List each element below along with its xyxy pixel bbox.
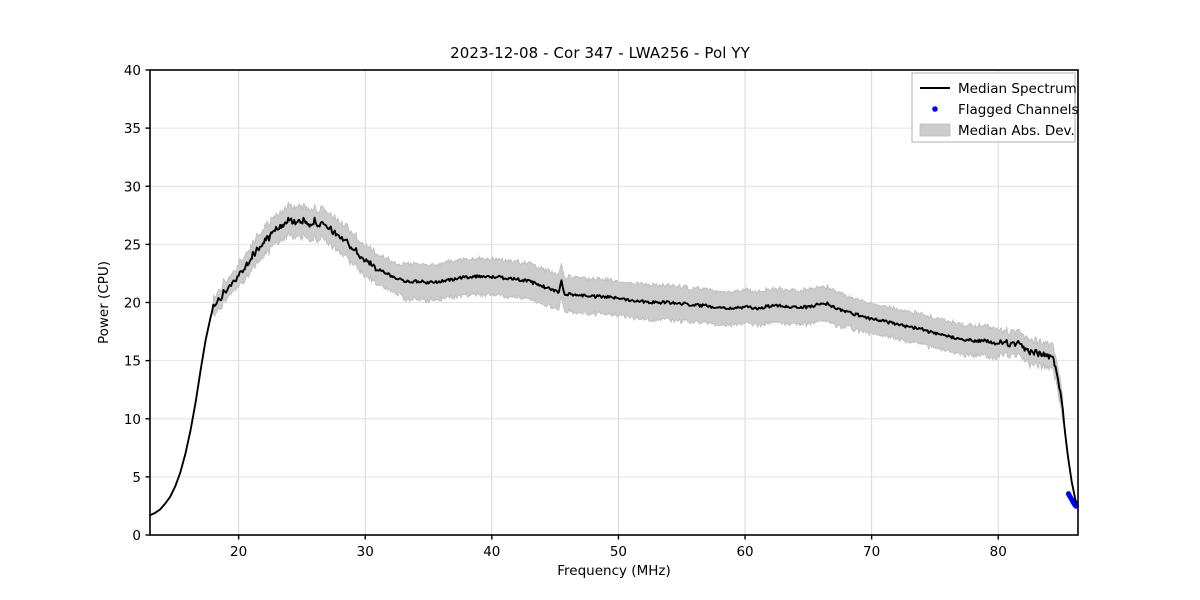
legend-item-label: Flagged Channels (958, 102, 1079, 118)
x-tick-label: 50 (610, 544, 627, 560)
x-axis-title: Frequency (MHz) (557, 563, 670, 579)
median-abs-dev-band (212, 201, 1064, 423)
x-tick-label: 40 (483, 544, 500, 560)
flagged-channels-markers (1065, 491, 1079, 509)
page-title: 2023-12-08 - Cor 347 - LWA256 - Pol YY (450, 44, 750, 62)
legend-item-label: Median Spectrum (958, 81, 1077, 97)
y-tick-label: 40 (124, 63, 141, 79)
median-spectrum-line (149, 216, 1079, 517)
chart-legend[interactable]: Median Spectrum Flagged Channels Median Ab… (911, 72, 1079, 143)
y-tick-label: 15 (124, 354, 141, 370)
y-tick-label: 0 (132, 528, 141, 544)
x-tick-label: 60 (736, 544, 753, 560)
x-tick-label: 20 (230, 544, 247, 560)
axis-ticks: 20 30 40 50 60 70 80 0 5 10 15 20 25 30 35 40 (124, 63, 1007, 560)
y-axis-title: Power (CPU) (96, 261, 112, 344)
x-tick-label: 30 (357, 544, 374, 560)
y-tick-label: 30 (124, 179, 141, 195)
x-tick-label: 70 (863, 544, 880, 560)
y-tick-label: 35 (124, 121, 141, 137)
x-tick-label: 80 (990, 544, 1007, 560)
y-tick-label: 10 (124, 412, 141, 428)
y-tick-label: 20 (124, 296, 141, 312)
legend-item-label: Median Abs. Dev. (958, 123, 1075, 139)
y-tick-label: 25 (124, 237, 141, 253)
axis-labels: Frequency (MHz) Power (CPU) (96, 261, 671, 579)
y-tick-label: 5 (132, 470, 141, 486)
